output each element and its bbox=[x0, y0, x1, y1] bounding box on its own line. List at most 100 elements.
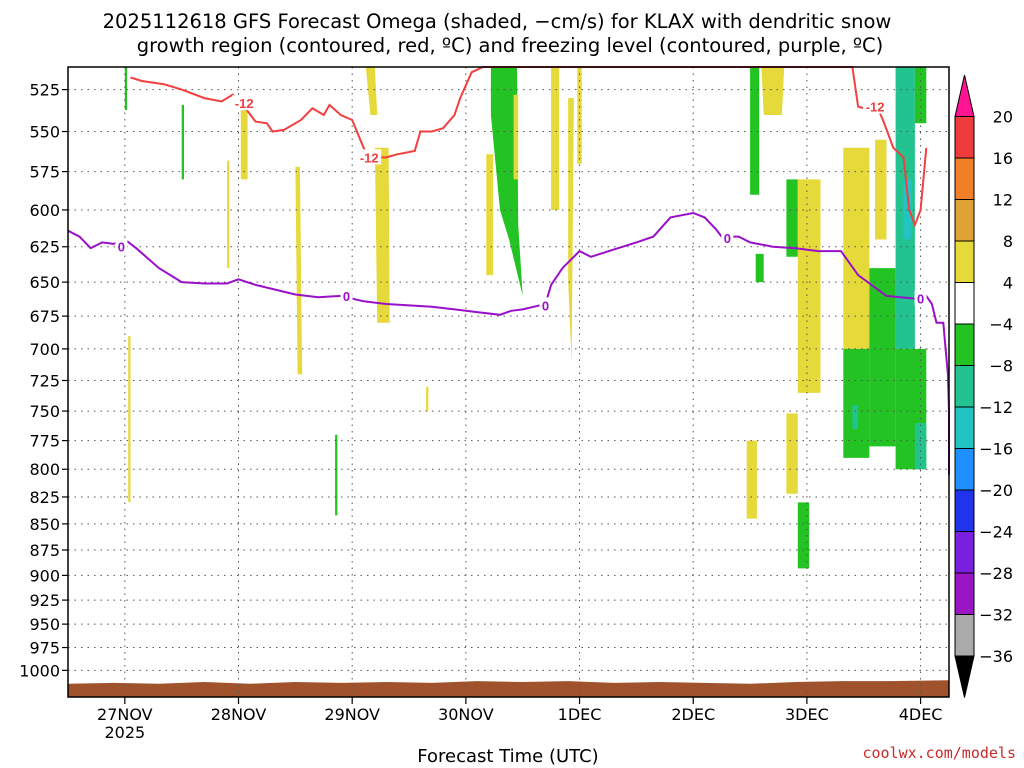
colorbar-segment bbox=[954, 365, 975, 408]
chart-title-line1: 2025112618 GFS Forecast Omega (shaded, −… bbox=[103, 10, 892, 33]
omega-shade-region bbox=[843, 147, 870, 349]
y-tick-label: 625 bbox=[29, 238, 60, 257]
colorbar-label: 20 bbox=[993, 108, 1013, 127]
omega-shade-region bbox=[128, 335, 131, 503]
pressure-axis: 525 550 575 600 625 650 675 700 725 750 775 800 825 8… bbox=[19, 81, 68, 680]
omega-shade-region bbox=[797, 502, 810, 569]
colorbar-label: −32 bbox=[979, 606, 1013, 625]
omega-shade-region bbox=[486, 154, 494, 276]
gridlines bbox=[68, 67, 949, 697]
colorbar: 20 16 12 8 4 −4 −8 −12 −16 −20 −24 −28 −32 −36 bbox=[954, 74, 1013, 698]
colorbar-segment bbox=[954, 323, 975, 366]
y-tick-label: 850 bbox=[29, 515, 60, 534]
x-tick-label: 2DEC bbox=[671, 705, 715, 724]
omega-shade-region bbox=[365, 67, 378, 115]
omega-shade-region bbox=[335, 434, 338, 516]
colorbar-segment bbox=[954, 614, 975, 657]
colorbar-segment bbox=[954, 199, 975, 242]
x-tick-label: 3DEC bbox=[785, 705, 829, 724]
omega-shade-region bbox=[755, 253, 764, 283]
contour-label-background bbox=[539, 297, 552, 313]
omega-shade-region bbox=[914, 423, 927, 470]
contour-label-background bbox=[232, 95, 257, 111]
omega-shade-region bbox=[761, 67, 785, 115]
freezing-contour-label: 0 bbox=[542, 298, 549, 313]
y-tick-label: 725 bbox=[29, 372, 60, 391]
contour-label-background bbox=[914, 290, 927, 306]
credit-text: coolwx.com/models bbox=[862, 744, 1016, 762]
dgz-contour-label: -12 bbox=[866, 100, 885, 115]
contour-label-background bbox=[115, 238, 128, 254]
omega-shaded-regions bbox=[124, 67, 927, 569]
contour-label-background bbox=[721, 230, 734, 246]
plot-frame bbox=[67, 66, 950, 698]
colorbar-segment bbox=[954, 531, 975, 574]
y-tick-label: 925 bbox=[29, 591, 60, 610]
omega-shade-region bbox=[903, 179, 912, 240]
omega-shade-region bbox=[124, 67, 128, 110]
y-tick-label: 525 bbox=[29, 81, 60, 100]
omega-shade-region bbox=[227, 160, 230, 269]
y-tick-label: 675 bbox=[29, 307, 60, 326]
time-axis: 27NOV 28NOV 29NOV 30NOV 1DEC 2DEC 3DEC 4DEC 2025 bbox=[97, 697, 942, 742]
omega-shade-region bbox=[746, 440, 757, 519]
colorbar-label: 12 bbox=[993, 191, 1013, 210]
omega-shade-region bbox=[568, 98, 574, 362]
x-tick-label: 30NOV bbox=[438, 705, 494, 724]
freezing-level-contour-line bbox=[67, 211, 950, 475]
y-tick-label: 550 bbox=[29, 123, 60, 142]
y-tick-label: 775 bbox=[29, 432, 60, 451]
freezing-contour-label: 0 bbox=[118, 240, 125, 255]
colorbar-segment bbox=[954, 406, 975, 449]
contour-label-background bbox=[357, 149, 382, 165]
terrain-fill bbox=[68, 680, 949, 697]
colorbar-label: −20 bbox=[979, 481, 1013, 500]
freezing-contour-label: 0 bbox=[917, 292, 924, 307]
omega-shade-region bbox=[513, 94, 519, 180]
y-tick-label: 975 bbox=[29, 639, 60, 658]
omega-shade-region bbox=[577, 67, 582, 164]
colorbar-label: −28 bbox=[979, 564, 1013, 583]
y-tick-label: 875 bbox=[29, 541, 60, 560]
x-axis-label: Forecast Time (UTC) bbox=[417, 746, 598, 767]
colorbar-label: −12 bbox=[979, 398, 1013, 417]
chart-title-line2: growth region (contoured, red, ºC) and f… bbox=[137, 34, 884, 57]
omega-shade-region bbox=[914, 67, 927, 124]
contour-label-background bbox=[340, 287, 353, 303]
y-tick-label: 800 bbox=[29, 460, 60, 479]
dgz-contour-label: -12 bbox=[360, 150, 379, 165]
omega-shade-region bbox=[852, 405, 859, 429]
omega-shade-region bbox=[374, 147, 390, 323]
colorbar-label: −16 bbox=[979, 440, 1013, 459]
omega-shade-region bbox=[551, 67, 560, 210]
y-tick-label: 650 bbox=[29, 273, 60, 292]
colorbar-top-triangle bbox=[954, 74, 975, 117]
omega-shade-region bbox=[875, 139, 887, 240]
colorbar-segment bbox=[954, 240, 975, 283]
omega-shade-region bbox=[869, 268, 896, 447]
y-tick-label: 1000 bbox=[19, 661, 60, 680]
dgz-contour-label: -12 bbox=[235, 96, 254, 111]
x-tick-label: 29NOV bbox=[324, 705, 380, 724]
colorbar-segment bbox=[954, 116, 975, 159]
y-tick-label: 950 bbox=[29, 615, 60, 634]
colorbar-segment bbox=[954, 489, 975, 532]
y-tick-label: 600 bbox=[29, 201, 60, 220]
colorbar-label: −8 bbox=[989, 357, 1013, 376]
colorbar-label: −4 bbox=[989, 315, 1013, 334]
y-tick-label: 575 bbox=[29, 163, 60, 182]
omega-shade-region bbox=[426, 386, 429, 412]
omega-shade-region bbox=[750, 67, 760, 195]
freezing-contour-label: 0 bbox=[724, 231, 731, 246]
colorbar-segment bbox=[954, 572, 975, 615]
x-tick-label: 1DEC bbox=[558, 705, 602, 724]
colorbar-segment bbox=[954, 448, 975, 491]
contour-label-background bbox=[863, 98, 888, 114]
omega-shade-region bbox=[240, 98, 248, 180]
colorbar-label: 4 bbox=[1003, 274, 1013, 293]
x-tick-label: 28NOV bbox=[211, 705, 267, 724]
y-tick-label: 700 bbox=[29, 340, 60, 359]
x-tick-year-label: 2025 bbox=[104, 723, 145, 742]
colorbar-label: −24 bbox=[979, 523, 1013, 542]
